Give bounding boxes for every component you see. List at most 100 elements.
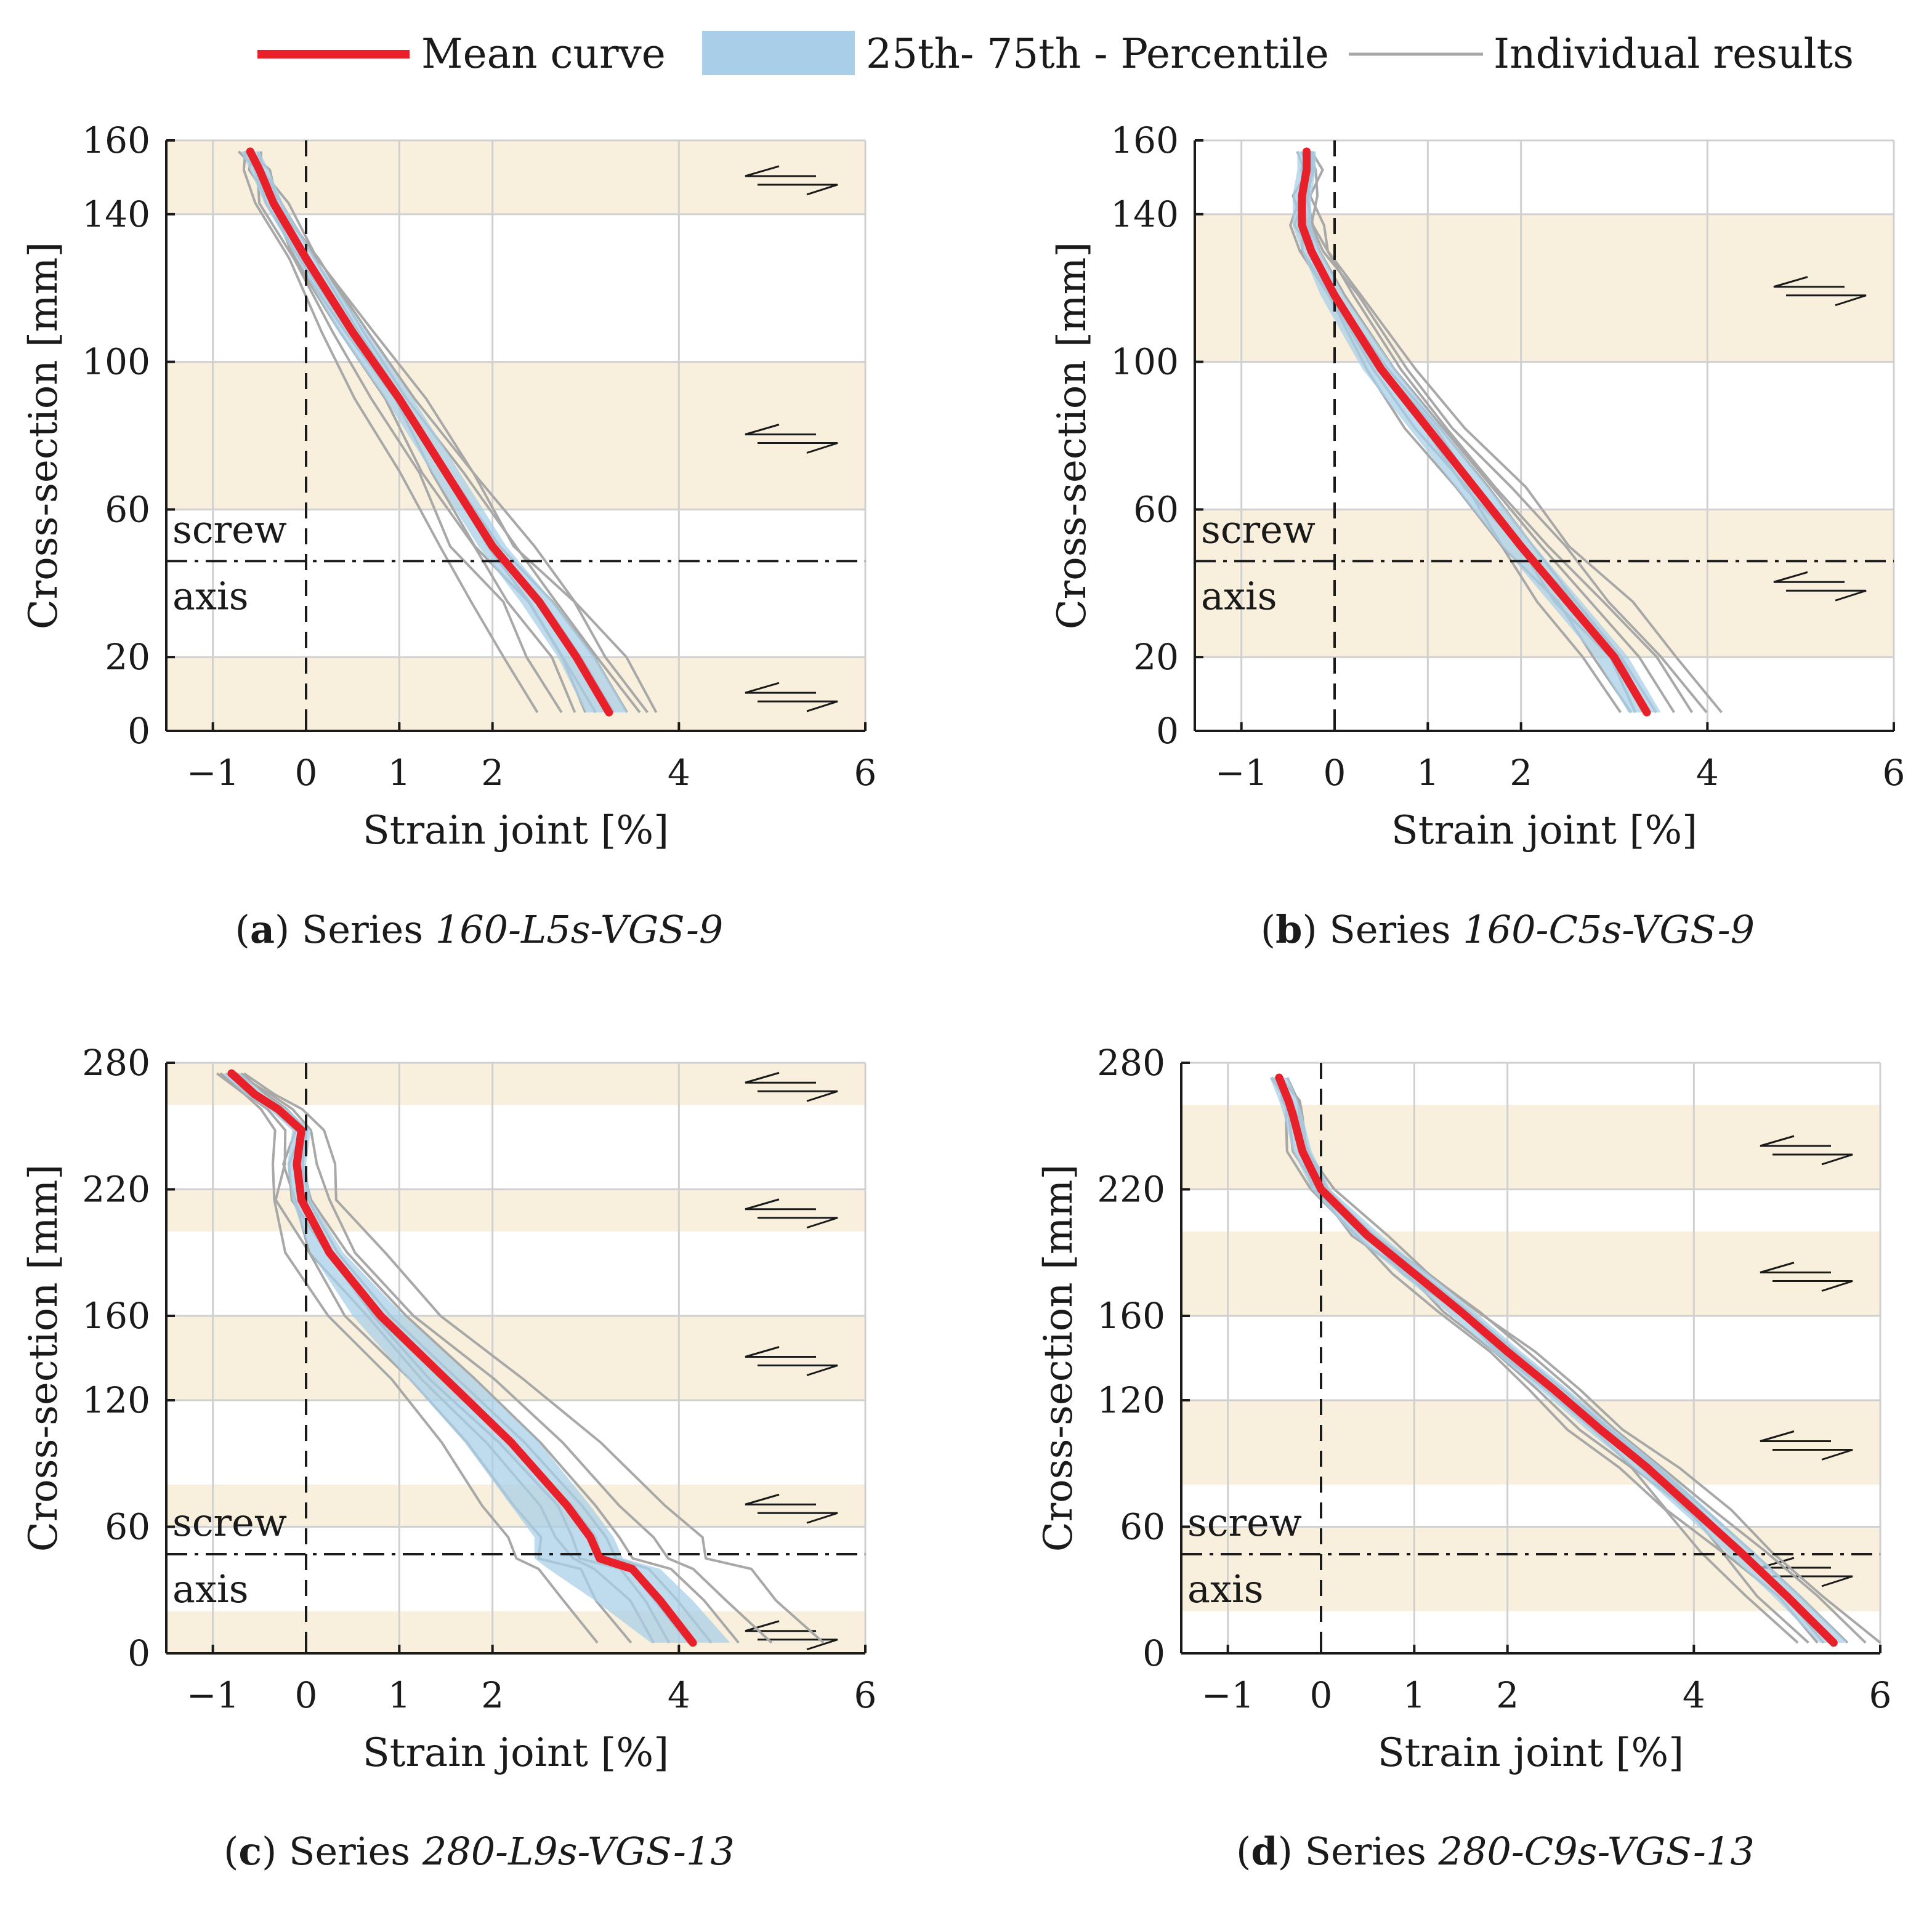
- y-tick-label: 60: [105, 1506, 150, 1548]
- y-tick-label: 0: [127, 710, 150, 752]
- y-axis-title: Cross-section [mm]: [1036, 1164, 1081, 1552]
- individual-result-line: [216, 1072, 599, 1644]
- x-axis-title: Strain joint [%]: [363, 1730, 669, 1776]
- shear-symbol-icon: [745, 1346, 838, 1376]
- mean-curve: [1298, 147, 1651, 717]
- x-tick-label: 1: [388, 1674, 411, 1716]
- shear-symbol-icon: [745, 165, 838, 196]
- shear-band: [1181, 1232, 1880, 1316]
- shear-symbol-icon: [1760, 1430, 1853, 1461]
- mean-curve: [246, 147, 613, 717]
- y-tick-label: 0: [1156, 710, 1179, 752]
- x-tick-label: −1: [1215, 752, 1268, 794]
- legend-band-label: 25th- 75th - Percentile: [866, 30, 1329, 78]
- x-tick-label: 0: [295, 1674, 318, 1716]
- y-tick-label: 220: [1097, 1169, 1165, 1211]
- x-tick-label: 2: [1510, 752, 1532, 794]
- y-tick-label: 160: [82, 1295, 150, 1337]
- y-tick-label: 60: [1133, 488, 1179, 530]
- shear-symbol-icon: [745, 1493, 838, 1524]
- shear-band: [166, 1611, 865, 1653]
- shear-band: [166, 657, 865, 731]
- x-tick-label: 4: [668, 1674, 690, 1716]
- individual-result-line: [1306, 151, 1708, 714]
- y-tick-label: 20: [105, 636, 150, 678]
- y-tick-label: 140: [1110, 193, 1179, 235]
- x-tick-label: 6: [854, 1674, 877, 1716]
- percentile-band: [1292, 151, 1661, 713]
- y-tick-label: 120: [82, 1379, 150, 1421]
- x-tick-label: 4: [668, 752, 690, 794]
- y-axis-title: Cross-section [mm]: [1049, 242, 1095, 630]
- y-tick-label: 280: [1097, 1042, 1165, 1084]
- y-tick-label: 120: [1097, 1379, 1165, 1421]
- x-tick-label: 6: [1869, 1674, 1892, 1716]
- x-tick-label: −1: [187, 752, 240, 794]
- y-tick-label: 100: [1110, 341, 1179, 383]
- x-tick-label: −1: [1202, 1674, 1255, 1716]
- panel-caption: (c) Series 280-L9s-VGS-13: [224, 1829, 735, 1874]
- shear-symbol-icon: [1773, 571, 1867, 602]
- y-tick-label: 100: [82, 341, 150, 383]
- individual-result-line: [243, 1072, 825, 1644]
- percentile-band: [1269, 1077, 1848, 1643]
- screw-label: screw: [1187, 1500, 1302, 1545]
- shear-symbol-icon: [1760, 1262, 1853, 1292]
- mean-curve: [227, 1069, 697, 1647]
- y-axis-title: Cross-section [mm]: [21, 1164, 67, 1552]
- y-tick-label: 0: [127, 1632, 150, 1674]
- y-tick-label: 280: [82, 1042, 150, 1084]
- shear-symbol-icon: [745, 682, 838, 712]
- x-tick-label: 1: [388, 752, 411, 794]
- x-axis-title: Strain joint [%]: [1378, 1730, 1684, 1776]
- x-tick-label: 1: [1403, 1674, 1426, 1716]
- mean-curve: [1275, 1073, 1838, 1647]
- shear-band: [1181, 1400, 1880, 1485]
- percentile-band: [241, 151, 628, 713]
- individual-result-line: [259, 151, 658, 713]
- x-tick-label: 2: [1496, 1674, 1519, 1716]
- shear-symbol-icon: [745, 424, 838, 454]
- x-tick-label: −1: [187, 1674, 240, 1716]
- shear-symbol-icon: [1760, 1135, 1853, 1166]
- shear-band: [166, 1189, 865, 1232]
- legend-band-swatch: [702, 31, 855, 75]
- y-tick-label: 160: [82, 119, 150, 161]
- legend-mean-label: Mean curve: [421, 30, 666, 78]
- x-tick-label: 2: [481, 752, 504, 794]
- individual-result-line: [1270, 1076, 1799, 1644]
- x-tick-label: 0: [1310, 1674, 1333, 1716]
- shear-band: [166, 1316, 865, 1400]
- x-tick-label: 1: [1417, 752, 1439, 794]
- x-tick-label: 0: [295, 752, 318, 794]
- panel-caption: (a) Series 160-L5s-VGS-9: [235, 907, 724, 952]
- y-tick-label: 160: [1097, 1295, 1165, 1337]
- x-tick-label: 2: [481, 1674, 504, 1716]
- y-tick-label: 140: [82, 193, 150, 235]
- x-tick-label: 0: [1324, 752, 1346, 794]
- individual-result-line: [238, 150, 563, 714]
- y-tick-label: 0: [1142, 1632, 1165, 1674]
- individual-result-line: [242, 151, 539, 714]
- axis-label: axis: [1201, 573, 1277, 618]
- shear-symbol-icon: [745, 1071, 838, 1102]
- x-axis-title: Strain joint [%]: [363, 808, 669, 853]
- y-axis-title: Cross-section [mm]: [21, 242, 67, 630]
- x-axis-title: Strain joint [%]: [1391, 808, 1697, 853]
- panel-caption: (d) Series 280-C9s-VGS-13: [1236, 1829, 1755, 1874]
- x-tick-label: 4: [1696, 752, 1719, 794]
- axis-label: axis: [1187, 1566, 1264, 1611]
- screw-label: screw: [172, 507, 287, 552]
- y-tick-label: 60: [1120, 1506, 1165, 1548]
- x-tick-label: 6: [1883, 752, 1906, 794]
- x-tick-label: 4: [1683, 1674, 1705, 1716]
- y-tick-label: 20: [1133, 636, 1179, 678]
- legend: Mean curve 25th- 75th - Percentile Indiv…: [257, 30, 1854, 78]
- y-tick-label: 160: [1110, 119, 1179, 161]
- shear-symbol-icon: [745, 1198, 838, 1229]
